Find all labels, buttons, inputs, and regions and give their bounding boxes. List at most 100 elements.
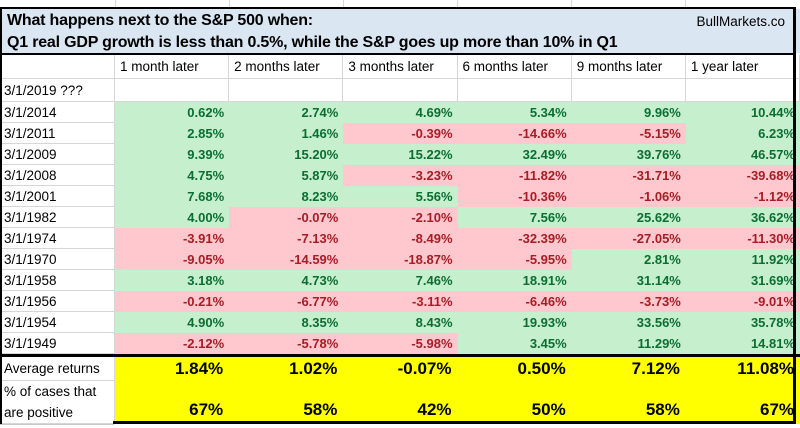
return-cell: 15.22%	[343, 144, 458, 165]
return-cell: -14.59%	[229, 249, 344, 270]
percent-positive-cell: 67%	[685, 381, 800, 424]
return-cell: -6.46%	[457, 291, 572, 312]
return-cell: -11.30%	[685, 228, 800, 249]
return-cell: 5.87%	[229, 165, 344, 186]
average-return-cell: 1.02%	[229, 357, 344, 381]
title-condition: Q1 real GDP growth is less than 0.5%, wh…	[7, 34, 618, 51]
return-cell: 11.92%	[685, 249, 800, 270]
return-cell: 14.81%	[685, 333, 800, 354]
return-cell: -5.15%	[571, 123, 686, 144]
return-cell: -2.12%	[115, 333, 230, 354]
page-title: What happens next to the S&P 500 when:	[7, 12, 313, 29]
table-row: 3/1/1958 3.18% 4.73% 7.46% 18.91% 31.14% 31.69…	[0, 270, 800, 291]
gridline-stub	[457, 0, 458, 7]
table-border-right	[793, 7, 796, 424]
date-cell: 3/1/2019 ???	[0, 79, 115, 102]
return-cell: -5.95%	[457, 249, 572, 270]
empty-cell	[115, 79, 230, 102]
return-cell: -9.01%	[685, 291, 800, 312]
date-cell: 3/1/1949	[0, 333, 115, 354]
pending-row: 3/1/2019 ???	[0, 79, 800, 102]
return-cell: -39.68%	[685, 165, 800, 186]
table-row: 3/1/1982 4.00% -0.07% -2.10% 7.56% 25.62% 36.6…	[0, 207, 800, 228]
table-row: 3/1/1949 -2.12% -5.78% -5.98% 3.45% 11.29% 14.…	[0, 333, 800, 354]
return-cell: 15.20%	[229, 144, 344, 165]
return-cell: -5.98%	[343, 333, 458, 354]
table-border-left	[0, 7, 2, 424]
date-cell: 3/1/2001	[0, 186, 115, 207]
average-return-cell: 1.84%	[115, 357, 230, 381]
average-return-cell: 0.50%	[457, 357, 572, 381]
return-cell: 33.56%	[571, 312, 686, 333]
return-cell: 36.62%	[685, 207, 800, 228]
empty-cell	[343, 79, 458, 102]
return-cell: 35.78%	[685, 312, 800, 333]
label-line: are positive	[4, 405, 74, 420]
return-cell: 0.62%	[115, 102, 230, 123]
table-row: 3/1/2001 7.68% 8.23% 5.56% -10.36% -1.06% -1.1…	[0, 186, 800, 207]
column-header-row: 1 month later 2 months later 3 months late…	[0, 55, 800, 79]
average-return-cell: 11.08%	[685, 357, 800, 381]
percent-positive-cell: 58%	[229, 381, 344, 424]
return-cell: 8.35%	[229, 312, 344, 333]
return-cell: -1.12%	[685, 186, 800, 207]
return-cell: 8.43%	[343, 312, 458, 333]
return-cell: -0.39%	[343, 123, 458, 144]
gridline-stub	[685, 0, 686, 7]
return-cell: 7.68%	[115, 186, 230, 207]
date-cell: 3/1/1958	[0, 270, 115, 291]
title-row-1: What happens next to the S&P 500 when: B…	[7, 10, 793, 32]
return-cell: -27.05%	[571, 228, 686, 249]
return-cell: 4.00%	[115, 207, 230, 228]
return-cell: -8.49%	[343, 228, 458, 249]
return-cell: -9.05%	[115, 249, 230, 270]
percent-positive-cell: 67%	[115, 381, 230, 424]
return-cell: 18.91%	[457, 270, 572, 291]
return-cell: 8.23%	[229, 186, 344, 207]
return-cell: -7.13%	[229, 228, 344, 249]
return-cell: -14.66%	[457, 123, 572, 144]
return-cell: 6.23%	[685, 123, 800, 144]
return-cell: 2.74%	[229, 102, 344, 123]
return-cell: -10.36%	[457, 186, 572, 207]
label-column-bottom-gridline	[0, 424, 114, 425]
empty-cell	[457, 79, 572, 102]
summary-border-bottom	[113, 421, 795, 424]
return-cell: 2.81%	[571, 249, 686, 270]
empty-cell	[685, 79, 800, 102]
column-header: 2 months later	[229, 55, 344, 79]
table-row: 3/1/2009 9.39% 15.20% 15.22% 32.49% 39.76% 46.…	[0, 144, 800, 165]
table-row: 3/1/1956 -0.21% -6.77% -3.11% -6.46% -3.73% -9…	[0, 291, 800, 312]
column-header: 1 year later	[685, 55, 800, 79]
empty-cell	[571, 79, 686, 102]
average-returns-label: Average returns	[0, 357, 115, 381]
percent-positive-cell: 42%	[343, 381, 458, 424]
title-row-2: Q1 real GDP growth is less than 0.5%, wh…	[7, 32, 793, 54]
return-cell: -3.73%	[571, 291, 686, 312]
return-cell: 32.49%	[457, 144, 572, 165]
gridline-stub	[229, 0, 230, 7]
return-cell: 3.18%	[115, 270, 230, 291]
gridline-stub	[115, 0, 116, 7]
returns-table: 1 month later 2 months later 3 months late…	[0, 55, 800, 424]
column-header: 6 months later	[457, 55, 572, 79]
date-cell: 3/1/1982	[0, 207, 115, 228]
return-cell: 1.46%	[229, 123, 344, 144]
column-header: 3 months later	[343, 55, 458, 79]
return-cell: 4.75%	[115, 165, 230, 186]
return-cell: 5.34%	[457, 102, 572, 123]
return-cell: 10.44%	[685, 102, 800, 123]
return-cell: -31.71%	[571, 165, 686, 186]
top-gridline-strip	[0, 0, 800, 7]
return-cell: -1.06%	[571, 186, 686, 207]
return-cell: 4.73%	[229, 270, 344, 291]
return-cell: 31.14%	[571, 270, 686, 291]
return-cell: 31.69%	[685, 270, 800, 291]
title-background-sliver	[795, 9, 800, 53]
percent-positive-cell: 58%	[571, 381, 686, 424]
table-row: 3/1/2008 4.75% 5.87% -3.23% -11.82% -31.71% -3…	[0, 165, 800, 186]
return-cell: 19.93%	[457, 312, 572, 333]
return-cell: -11.82%	[457, 165, 572, 186]
return-cell: 3.45%	[457, 333, 572, 354]
